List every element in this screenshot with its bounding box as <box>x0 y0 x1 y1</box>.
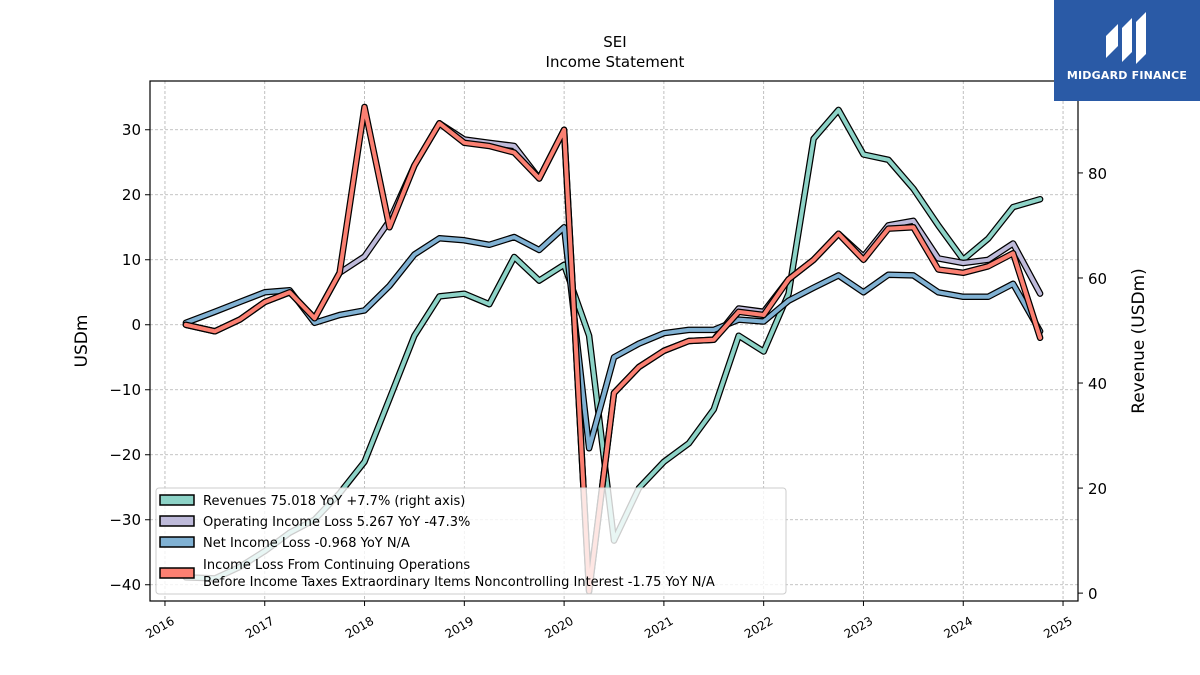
x-tick-label: 2016 <box>143 614 176 641</box>
grid-layer <box>150 81 1078 601</box>
legend-label: Income Loss From Continuing Operations <box>203 558 470 573</box>
y-right-tick-label: 40 <box>1088 375 1107 393</box>
x-tick-label: 2021 <box>642 614 675 641</box>
y-right-tick-label: 80 <box>1088 165 1107 183</box>
x-tick-label: 2017 <box>243 614 276 641</box>
x-tick-label: 2018 <box>343 614 376 641</box>
series-line <box>183 105 1043 594</box>
legend-label: Before Income Taxes Extraordinary Items … <box>203 575 715 590</box>
y-left-tick-label: −40 <box>109 576 141 594</box>
y-left-tick-label: −30 <box>109 511 141 529</box>
y-right-tick-label: 60 <box>1088 270 1107 288</box>
legend-swatch <box>159 515 195 527</box>
legend: Revenues 75.018 YoY +7.7% (right axis) Op… <box>155 487 787 595</box>
x-tick-label: 2022 <box>742 614 775 641</box>
x-tick-label: 2024 <box>942 614 975 641</box>
y-left-tick-label: 10 <box>122 251 141 269</box>
plot-frame <box>149 80 1079 602</box>
legend-swatch <box>159 567 195 579</box>
y-left-tick-label: −20 <box>109 446 141 464</box>
series-4 <box>182 103 1044 595</box>
x-tick-label: 2020 <box>542 614 575 641</box>
x-tick-label: 2019 <box>443 614 476 641</box>
x-tick-label: 2023 <box>842 614 875 641</box>
series-line <box>183 225 1043 451</box>
logo-mark-icon <box>1106 12 1146 64</box>
legend-swatch <box>159 494 195 506</box>
y-axis-right-label: Revenue (USDm) <box>1129 268 1149 414</box>
y-left-tick-label: 20 <box>122 186 141 204</box>
series-3 <box>182 224 1044 452</box>
y-right-tick-label: 0 <box>1088 585 1098 603</box>
x-tick-label: 2025 <box>1041 614 1074 641</box>
legend-frame <box>155 487 787 595</box>
legend-label: Operating Income Loss 5.267 YoY -47.3% <box>203 515 470 530</box>
y-left-tick-label: 30 <box>122 121 141 139</box>
chart-title: SEI <box>603 33 626 51</box>
y-axis-left-label: USDm <box>72 315 92 368</box>
brand-logo: MIDGARD FINANCE <box>1054 0 1200 101</box>
legend-label: Net Income Loss -0.968 YoY N/A <box>203 536 410 551</box>
y-left-tick-label: 0 <box>131 316 141 334</box>
y-right-tick-label: 20 <box>1088 480 1107 498</box>
brand-logo-text: MIDGARD FINANCE <box>1066 69 1188 82</box>
legend-label: Revenues 75.018 YoY +7.7% (right axis) <box>203 494 465 509</box>
y-left-tick-label: −10 <box>109 381 141 399</box>
legend-swatch <box>159 536 195 548</box>
chart-subtitle: Income Statement <box>546 53 685 71</box>
